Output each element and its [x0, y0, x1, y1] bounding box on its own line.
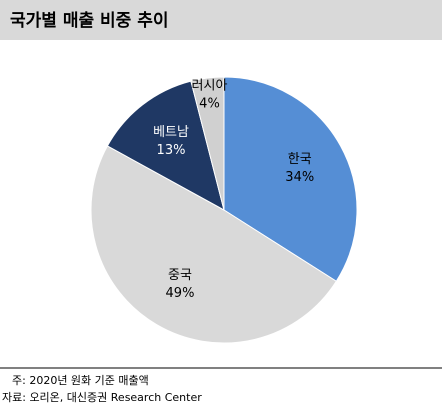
slice-value: 13% — [157, 143, 186, 158]
slice-label: 한국 — [288, 152, 312, 167]
slice-label: 중국 — [168, 268, 192, 283]
chart-title: 국가별 매출 비중 추이 — [10, 11, 169, 31]
slice-value: 49% — [166, 286, 195, 301]
source: 자료: 오리온, 대신증권 Research Center — [2, 391, 202, 404]
pie-slice — [190, 76, 225, 211]
slice-label: 러시아 — [192, 79, 228, 94]
slice-label: 베트남 — [153, 125, 189, 140]
pie-slice — [223, 76, 358, 282]
header-bar — [0, 0, 442, 40]
note: 주: 2020년 원화 기준 매출액 — [12, 374, 149, 387]
pie-slice — [90, 145, 337, 344]
pie-slice — [106, 80, 225, 211]
slice-value: 34% — [285, 170, 314, 185]
slice-value: 4% — [199, 97, 220, 112]
